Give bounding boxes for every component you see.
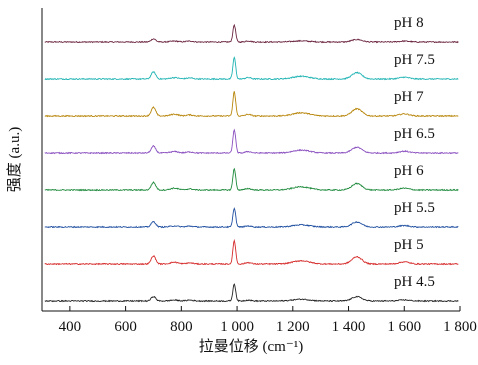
- spectrum-trace: [44, 91, 459, 118]
- series-label: pH 5: [394, 237, 424, 253]
- x-tick-label: 800: [170, 319, 193, 335]
- series-labels: pH 8 pH 7.5 pH 7 pH 6.5 pH 6 pH 5.5 pH 5 pH 4.5: [394, 15, 435, 290]
- x-tick-label: 1 400: [332, 319, 366, 335]
- x-tick-label: 1 800: [443, 319, 477, 335]
- series-label: pH 6: [394, 163, 424, 179]
- series-label: pH 8: [394, 15, 424, 31]
- series-label: pH 7: [394, 89, 424, 105]
- spectrum-trace: [44, 128, 459, 155]
- spectrum-trace: [44, 238, 459, 266]
- spectrum-trace: [44, 56, 459, 81]
- x-axis-title: 拉曼位移 (cm⁻¹): [199, 338, 303, 355]
- axes: 400 600 800 1 000 1 200 1 400 1 600 1 800: [41, 8, 477, 335]
- y-axis-title: 强度 (a.u.): [6, 127, 23, 192]
- spectrum-trace: [44, 207, 459, 229]
- x-tick-label: 1 200: [276, 319, 310, 335]
- series-label: pH 5.5: [394, 200, 435, 216]
- x-tick-label: 1 600: [387, 319, 421, 335]
- spectra-traces: [44, 23, 459, 303]
- series-label: pH 7.5: [394, 52, 435, 68]
- x-tick-label: 400: [59, 319, 82, 335]
- series-label: pH 6.5: [394, 126, 435, 142]
- x-tick-label: 600: [114, 319, 137, 335]
- spectrum-trace: [44, 283, 459, 303]
- x-tick-label: 1 000: [220, 319, 254, 335]
- spectrum-trace: [44, 23, 459, 44]
- series-label: pH 4.5: [394, 274, 435, 290]
- spectrum-trace: [44, 167, 459, 192]
